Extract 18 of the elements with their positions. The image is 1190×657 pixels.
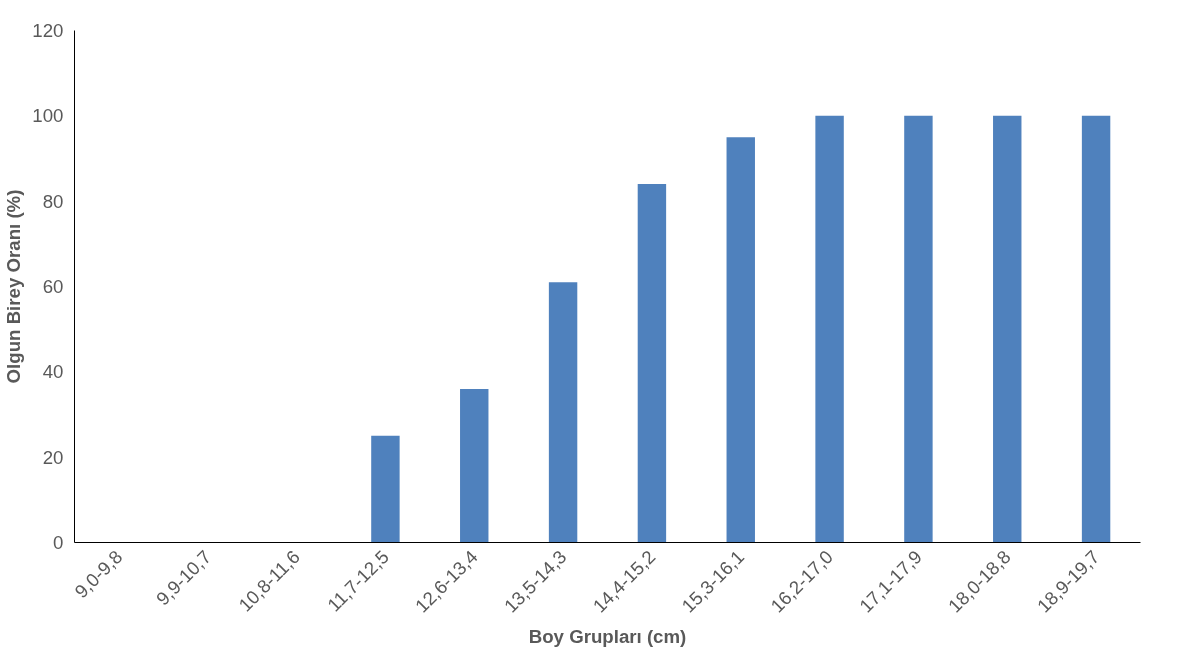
bar [637, 184, 667, 543]
bar [726, 137, 755, 543]
bar [904, 115, 933, 543]
y-tick-label: 100 [32, 105, 64, 127]
y-tick-label: 20 [42, 446, 64, 468]
y-axis-title: Olgun Birey Oranı (%) [3, 189, 25, 384]
y-tick-label: 80 [42, 190, 64, 212]
bar [371, 435, 400, 543]
bar [815, 115, 844, 543]
bar [1081, 115, 1111, 543]
y-tick-label: 0 [53, 532, 64, 553]
bar [993, 115, 1022, 543]
y-tick-label: 40 [42, 361, 64, 383]
y-tick-label: 60 [42, 276, 64, 297]
bar [460, 388, 489, 543]
x-axis-title: Boy Grupları (cm) [528, 626, 687, 648]
y-tick-label: 120 [32, 20, 64, 41]
bar [548, 282, 578, 543]
